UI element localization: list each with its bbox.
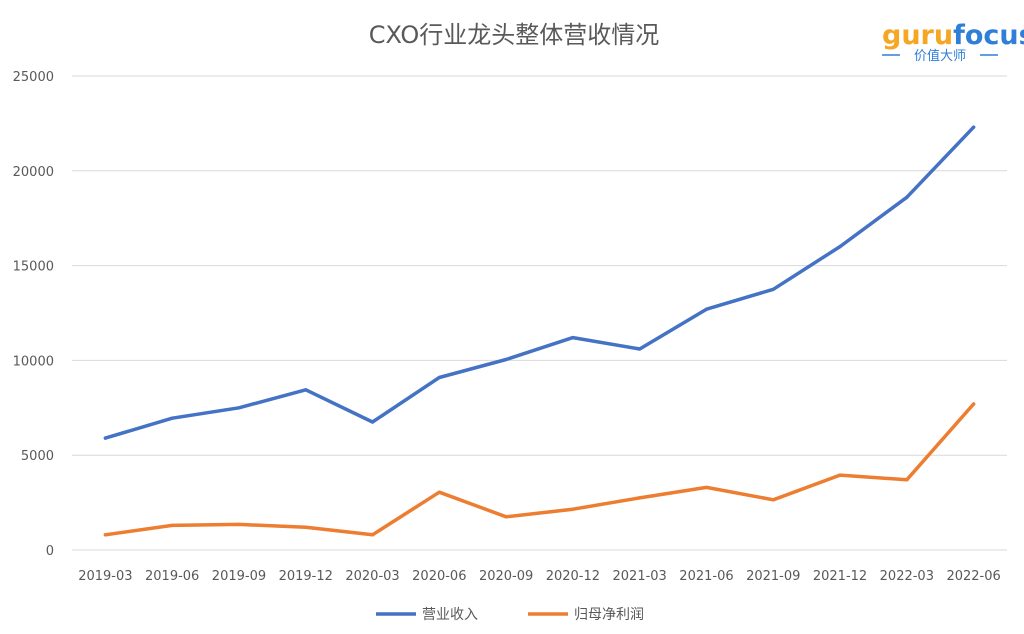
data-point bbox=[905, 478, 909, 482]
x-tick-label: 2020-03 bbox=[345, 569, 399, 584]
data-point bbox=[638, 347, 642, 351]
legend-label: 营业收入 bbox=[422, 607, 478, 623]
y-tick-label: 20000 bbox=[13, 165, 54, 180]
x-tick-label: 2021-12 bbox=[813, 569, 867, 584]
data-point bbox=[504, 515, 508, 519]
series-line-0 bbox=[103, 125, 976, 440]
logo-wordmark: gurufocus bbox=[882, 20, 1024, 51]
data-point bbox=[437, 490, 441, 494]
legend-label: 归母净利润 bbox=[574, 606, 644, 623]
gurufocus-logo: gurufocus 价值大师 bbox=[882, 20, 1024, 64]
data-point bbox=[370, 420, 375, 424]
y-tick-label: 0 bbox=[46, 544, 54, 559]
data-point bbox=[103, 533, 107, 537]
data-point bbox=[437, 375, 441, 380]
data-point bbox=[237, 522, 241, 527]
data-point bbox=[170, 523, 174, 527]
x-tick-label: 2020-12 bbox=[546, 569, 600, 584]
data-point bbox=[838, 473, 842, 477]
y-tick-label: 15000 bbox=[13, 260, 54, 275]
logo-guru-text: guru bbox=[882, 20, 953, 51]
x-tick-label: 2021-06 bbox=[679, 569, 733, 584]
x-axis-ticks: 2019-03 2019-06 2019-09 2019-12 2020-03 2020-… bbox=[78, 569, 1001, 584]
data-point bbox=[504, 357, 508, 362]
data-point bbox=[571, 336, 575, 340]
chart-title: CXO行业龙头整体营收情况 bbox=[369, 21, 660, 49]
y-tick-label: 25000 bbox=[13, 70, 54, 85]
gridlines bbox=[72, 75, 1007, 551]
series-lines bbox=[103, 125, 976, 537]
data-point bbox=[771, 498, 775, 502]
x-tick-label: 2022-06 bbox=[946, 569, 1000, 584]
legend: 营业收入 归母净利润 bbox=[376, 606, 644, 623]
x-tick-label: 2020-09 bbox=[479, 569, 533, 584]
y-tick-label: 10000 bbox=[13, 354, 54, 369]
data-point bbox=[972, 402, 976, 406]
x-tick-label: 2021-03 bbox=[613, 569, 667, 584]
x-tick-label: 2021-09 bbox=[746, 569, 800, 584]
data-point bbox=[704, 307, 709, 311]
x-tick-label: 2019-06 bbox=[145, 569, 199, 584]
data-point bbox=[304, 388, 308, 392]
logo-focus-text: focus bbox=[953, 20, 1024, 51]
data-point bbox=[972, 125, 976, 129]
y-tick-label: 5000 bbox=[21, 449, 54, 464]
y-axis-ticks: 0 5000 10000 15000 20000 25000 bbox=[13, 70, 54, 559]
x-tick-label: 2019-12 bbox=[279, 569, 333, 584]
x-tick-label: 2019-03 bbox=[78, 569, 132, 584]
data-point bbox=[170, 416, 174, 420]
data-point bbox=[237, 406, 241, 410]
data-point bbox=[571, 507, 575, 511]
series-line-1 bbox=[103, 402, 976, 537]
data-point bbox=[370, 533, 375, 537]
x-tick-label: 2022-03 bbox=[880, 569, 934, 584]
x-tick-label: 2019-09 bbox=[212, 569, 266, 584]
data-point bbox=[838, 245, 842, 249]
data-point bbox=[905, 195, 909, 199]
data-point bbox=[704, 485, 709, 490]
logo-subtitle: 价值大师 bbox=[914, 48, 966, 64]
x-tick-label: 2020-06 bbox=[412, 569, 466, 584]
data-point bbox=[103, 436, 107, 440]
data-point bbox=[638, 496, 642, 500]
data-point bbox=[304, 525, 308, 529]
data-point bbox=[771, 287, 775, 291]
